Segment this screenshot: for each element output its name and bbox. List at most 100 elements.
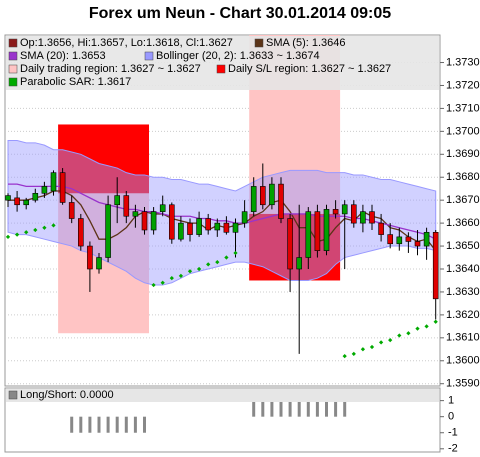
y-tick-label: 1.3610 — [446, 332, 480, 344]
y-tick-label: 1.3690 — [446, 148, 480, 160]
sar-dot — [196, 266, 202, 272]
candle-body — [169, 204, 175, 240]
candle-body — [350, 204, 357, 224]
y-tick-label: 1.3620 — [446, 309, 480, 321]
bar — [297, 400, 301, 417]
candle-body — [405, 236, 412, 242]
y-tick-label: 1.3600 — [446, 355, 480, 367]
candle-body — [296, 257, 303, 270]
bar — [288, 400, 292, 417]
candle-body — [287, 218, 293, 270]
sar-dot — [24, 230, 29, 235]
candle-body — [269, 183, 275, 206]
candle-body — [432, 231, 439, 300]
sar-dot — [224, 255, 229, 260]
legend-swatch — [144, 51, 154, 61]
candle-body — [150, 211, 157, 231]
sar-dot — [169, 276, 174, 281]
sar-dot — [388, 337, 393, 343]
candle-body — [369, 211, 375, 224]
candle-body — [105, 204, 111, 258]
sar-dot — [233, 250, 238, 256]
sar-dot — [360, 347, 366, 352]
legend-swatch — [254, 38, 264, 48]
legend-label: Bollinger (20, 2): 1.3633 ~ 1.3674 — [156, 50, 320, 62]
y-tick-label: 1.3710 — [446, 102, 480, 114]
bar — [106, 416, 110, 433]
candle-body — [141, 211, 148, 231]
bar — [88, 416, 92, 433]
bar — [143, 416, 146, 433]
y-tick-label: 1.3720 — [446, 79, 480, 91]
y-tick-label: 1.3660 — [446, 217, 480, 229]
legend-box — [6, 36, 439, 90]
candle-body — [250, 186, 257, 212]
candle-body — [223, 222, 230, 233]
candle-body — [123, 195, 130, 217]
bar — [270, 400, 274, 417]
bar — [279, 400, 283, 417]
candle-body — [50, 172, 57, 192]
candle-body — [59, 172, 66, 203]
sar-dot — [14, 232, 20, 237]
legend-label: Op:1.3656, Hi:1.3657, Lo:1.3618, Cl:1.36… — [20, 37, 233, 49]
candle-body — [187, 222, 193, 235]
bar — [124, 416, 128, 433]
legend-label: Daily trading region: 1.3627 ~ 1.3627 — [20, 63, 201, 75]
candle-body — [205, 218, 211, 231]
candle-body — [259, 186, 266, 206]
bar — [252, 400, 256, 417]
sar-dot — [215, 259, 220, 265]
bar — [97, 416, 101, 433]
candle-body — [196, 218, 202, 235]
bar — [306, 400, 310, 417]
sar-dot — [5, 234, 11, 240]
candle-body — [305, 211, 312, 258]
legend-swatch — [8, 38, 18, 48]
sar-dot — [51, 223, 56, 228]
candle-body — [159, 204, 166, 212]
candle-body — [132, 211, 139, 217]
candle-body — [423, 231, 430, 247]
sar-dot — [178, 273, 184, 279]
y-tick-label: 1.3670 — [446, 194, 480, 206]
candle-body — [23, 199, 30, 206]
legend-box — [6, 389, 439, 402]
bar — [133, 416, 137, 433]
y-tick-label: 1.3700 — [446, 125, 480, 137]
legend-label: SMA (5): 1.3646 — [266, 37, 346, 49]
candle-body — [68, 202, 75, 219]
bar — [343, 400, 347, 417]
candle-body — [278, 183, 284, 219]
sar-dot — [160, 280, 165, 285]
sar-dot — [397, 333, 402, 338]
legend-label: SMA (20): 1.3653 — [20, 50, 106, 62]
bar — [79, 416, 83, 433]
sar-dot — [406, 331, 411, 336]
candle-body — [78, 218, 84, 247]
y-tick-label: 1.3590 — [446, 378, 480, 390]
sar-dot — [342, 354, 347, 359]
sar-dot — [378, 340, 384, 345]
legend-label: Long/Short: 0.0000 — [20, 389, 114, 401]
candle-body — [241, 211, 248, 224]
candle-body — [14, 197, 20, 206]
y-tick-label: 1.3630 — [446, 286, 480, 298]
sar-dot — [42, 225, 47, 230]
candle-body — [414, 241, 421, 247]
bar — [70, 416, 74, 433]
y-tick-label: 1.3730 — [446, 56, 480, 68]
y-tick-label: -1 — [448, 427, 458, 439]
bar — [325, 400, 328, 417]
candle-body — [232, 222, 239, 233]
sar-dot — [424, 324, 429, 329]
candle-body — [114, 195, 120, 206]
legend-swatch — [8, 64, 18, 74]
bar — [261, 400, 265, 417]
chart-title: Forex um Neun - Chart 30.01.2014 09:05 — [89, 5, 391, 22]
candle-body — [214, 222, 221, 231]
y-tick-label: -2 — [448, 443, 458, 455]
candle-body — [87, 245, 93, 270]
region — [58, 124, 149, 194]
sar-dot — [33, 227, 38, 233]
